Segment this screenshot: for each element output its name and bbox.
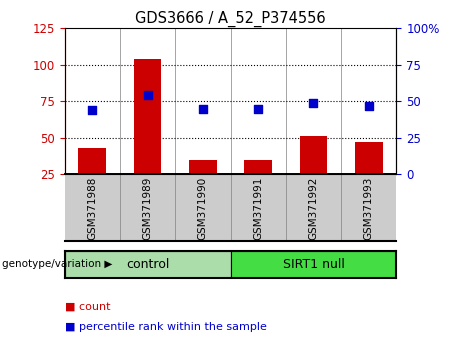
- Bar: [78, 148, 106, 175]
- Point: [199, 106, 207, 112]
- Text: GSM371989: GSM371989: [142, 176, 153, 240]
- Text: GSM371990: GSM371990: [198, 176, 208, 240]
- Bar: [355, 142, 383, 175]
- Text: GSM371991: GSM371991: [253, 176, 263, 240]
- Bar: [189, 160, 217, 175]
- Title: GDS3666 / A_52_P374556: GDS3666 / A_52_P374556: [135, 11, 326, 27]
- Text: GSM371988: GSM371988: [87, 176, 97, 240]
- Point: [310, 100, 317, 105]
- Text: GSM371992: GSM371992: [308, 176, 319, 240]
- Bar: [300, 136, 327, 175]
- Text: ■ count: ■ count: [65, 301, 110, 311]
- Text: ■ percentile rank within the sample: ■ percentile rank within the sample: [65, 322, 266, 332]
- Bar: [244, 160, 272, 175]
- Point: [144, 93, 151, 98]
- Bar: [230, 251, 396, 278]
- Point: [365, 103, 372, 109]
- Text: SIRT1 null: SIRT1 null: [283, 258, 344, 271]
- Point: [89, 107, 96, 113]
- Text: genotype/variation ▶: genotype/variation ▶: [2, 259, 112, 269]
- Text: control: control: [126, 258, 169, 271]
- Bar: [134, 59, 161, 175]
- Bar: [65, 251, 230, 278]
- Text: GSM371993: GSM371993: [364, 176, 374, 240]
- Point: [254, 106, 262, 112]
